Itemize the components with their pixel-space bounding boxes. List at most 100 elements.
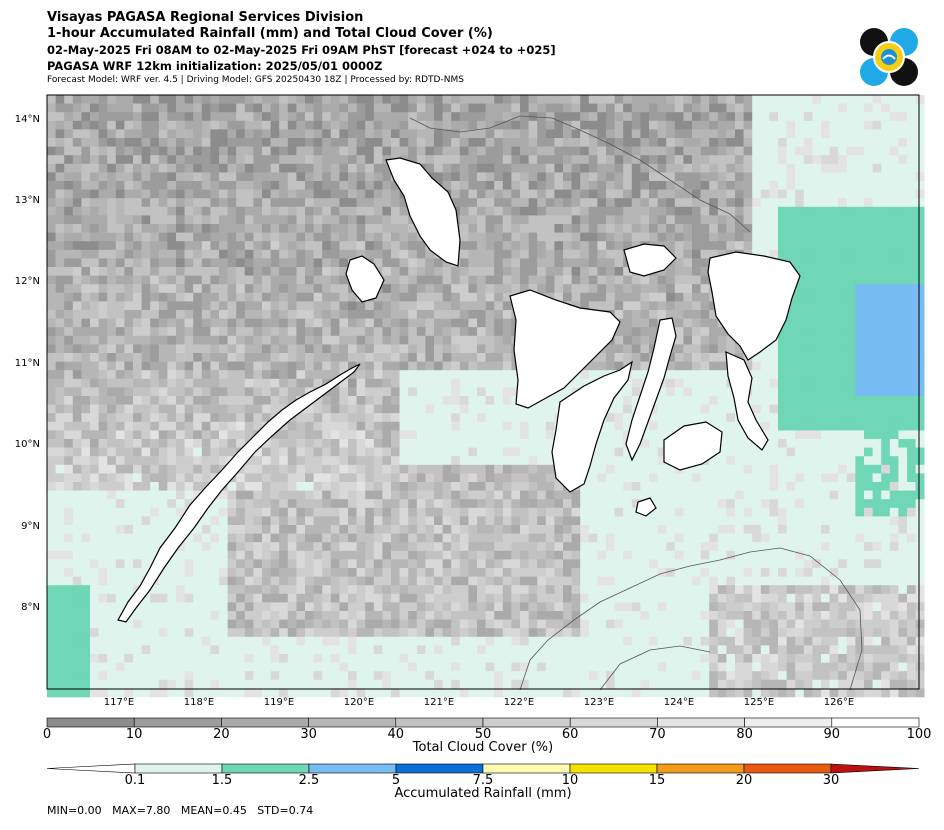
grid-cell <box>631 335 641 345</box>
grid-cell <box>674 310 684 319</box>
grid-cell <box>692 206 701 216</box>
grid-cell <box>477 473 486 483</box>
grid-cell <box>339 292 349 302</box>
grid-cell <box>881 370 891 380</box>
grid-cell <box>864 267 873 276</box>
grid-cell <box>743 447 753 457</box>
grid-cell <box>812 456 822 466</box>
grid-cell <box>915 95 925 104</box>
grid-cell <box>81 490 91 500</box>
grid-cell <box>545 464 555 474</box>
grid-cell <box>141 163 151 173</box>
grid-cell <box>881 464 891 474</box>
grid-cell <box>623 112 633 122</box>
grid-cell <box>554 284 564 294</box>
grid-cell <box>855 172 865 182</box>
grid-cell <box>55 421 65 431</box>
grid-cell <box>356 163 366 173</box>
grid-cell <box>442 456 452 466</box>
grid-cell <box>236 327 246 337</box>
grid-cell <box>219 95 228 104</box>
grid-cell <box>141 129 151 139</box>
grid-cell <box>408 267 418 276</box>
grid-cell <box>545 120 555 130</box>
grid-cell <box>133 439 142 448</box>
grid-cell <box>606 413 615 423</box>
grid-cell <box>107 507 117 517</box>
grid-cell <box>167 129 177 139</box>
grid-cell <box>872 172 882 182</box>
grid-cell <box>425 439 435 448</box>
grid-cell <box>520 103 529 113</box>
grid-cell <box>743 95 753 104</box>
grid-cell <box>717 421 727 431</box>
grid-cell <box>812 155 822 165</box>
grid-cell <box>244 258 254 268</box>
grid-cell <box>726 413 736 423</box>
grid-cell <box>244 344 254 354</box>
grid-cell <box>846 155 856 165</box>
grid-cell <box>150 370 160 380</box>
grid-cell <box>838 232 848 242</box>
grid-cell <box>373 129 383 139</box>
grid-cell <box>803 258 813 268</box>
grid-cell <box>855 103 865 113</box>
grid-cell <box>468 267 478 276</box>
grid-cell <box>98 120 108 130</box>
grid-cell <box>563 275 572 285</box>
grid-cell <box>502 387 512 397</box>
grid-cell <box>391 387 400 397</box>
grid-cell <box>90 120 99 130</box>
grid-cell <box>477 95 486 104</box>
grid-cell <box>821 378 830 388</box>
grid-cell <box>459 473 469 483</box>
grid-cell <box>898 112 908 122</box>
grid-cell <box>270 172 280 182</box>
grid-cell <box>373 499 383 509</box>
grid-cell <box>296 215 306 225</box>
grid-cell <box>571 189 581 199</box>
grid-cell <box>477 189 486 199</box>
grid-cell <box>287 267 297 276</box>
grid-cell <box>494 181 504 190</box>
grid-cell <box>614 249 624 259</box>
grid-cell <box>416 120 426 130</box>
grid-cell <box>141 318 151 328</box>
grid-cell <box>846 172 856 182</box>
grid-cell <box>760 370 770 380</box>
grid-cell <box>838 284 848 294</box>
grid-cell <box>855 284 865 294</box>
grid-cell <box>72 447 82 457</box>
grid-cell <box>167 155 177 165</box>
grid-cell <box>279 464 289 474</box>
grid-cell <box>735 172 744 182</box>
grid-cell <box>98 189 108 199</box>
grid-cell <box>872 490 882 500</box>
grid-cell <box>640 482 650 491</box>
grid-cell <box>597 490 607 500</box>
grid-cell <box>864 172 873 182</box>
grid-cell <box>236 241 246 251</box>
grid-cell <box>683 267 693 276</box>
grid-cell <box>528 404 538 414</box>
grid-cell <box>717 138 727 147</box>
grid-cell <box>795 310 805 319</box>
grid-cell <box>623 241 633 251</box>
grid-cell <box>81 232 91 242</box>
grid-cell <box>55 163 65 173</box>
grid-cell <box>735 146 744 156</box>
grid-cell <box>846 378 856 388</box>
grid-cell <box>55 499 65 509</box>
grid-cell <box>219 232 228 242</box>
grid-cell <box>580 232 590 242</box>
grid-cell <box>829 267 839 276</box>
grid-cell <box>356 396 366 405</box>
grid-cell <box>193 95 203 104</box>
grid-cell <box>485 138 495 147</box>
grid-cell <box>167 206 177 216</box>
grid-cell <box>700 464 710 474</box>
grid-cell <box>373 241 383 251</box>
grid-cell <box>313 421 323 431</box>
grid-cell <box>279 215 289 225</box>
grid-cell <box>838 335 848 345</box>
